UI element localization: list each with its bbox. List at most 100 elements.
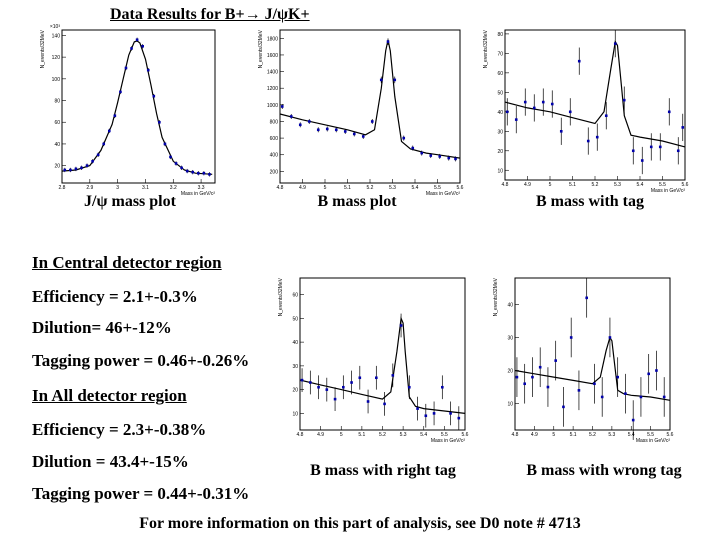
y-tick-label: 10 bbox=[507, 402, 513, 408]
y-axis-label: N_events/32MeV bbox=[258, 29, 264, 68]
y-tick-label: 60 bbox=[54, 120, 60, 126]
data-point bbox=[361, 135, 365, 138]
data-point bbox=[449, 412, 452, 415]
data-point bbox=[424, 414, 428, 418]
x-tick-label: 3.3 bbox=[198, 185, 205, 191]
data-point bbox=[152, 94, 156, 98]
slide-title: Data Results for B+→ J/ψK+ bbox=[110, 6, 310, 23]
x-tick-label: 5.5 bbox=[647, 432, 654, 438]
data-point bbox=[585, 296, 588, 300]
plot-caption: J/ψ mass plot bbox=[84, 193, 176, 210]
data-point bbox=[386, 40, 390, 43]
x-tick-label: 5 bbox=[340, 432, 343, 438]
data-point bbox=[647, 372, 650, 376]
x-tick-label: 4.8 bbox=[297, 432, 304, 438]
data-point bbox=[180, 166, 183, 170]
data-point bbox=[416, 407, 419, 410]
data-point bbox=[383, 402, 386, 406]
data-point bbox=[662, 395, 666, 399]
data-point bbox=[333, 397, 337, 401]
x-tick-label: 5.5 bbox=[434, 185, 441, 191]
data-point bbox=[622, 98, 626, 102]
data-point bbox=[454, 157, 457, 161]
x-tick-label: 4.9 bbox=[524, 182, 531, 188]
data-point bbox=[667, 110, 671, 114]
plot-caption: B mass with right tag bbox=[310, 462, 456, 479]
data-point bbox=[681, 126, 685, 129]
data-point bbox=[523, 100, 527, 104]
data-point bbox=[141, 44, 144, 48]
plot-frame bbox=[514, 277, 671, 431]
data-point bbox=[554, 359, 557, 362]
x-tick-label: 4.8 bbox=[512, 432, 519, 438]
x-tick-label: 3.2 bbox=[170, 185, 177, 191]
y-tick-label: 80 bbox=[497, 32, 503, 38]
data-point bbox=[375, 376, 378, 380]
fit-curve bbox=[514, 336, 671, 401]
x-tick-label: 5.4 bbox=[420, 432, 427, 438]
data-point bbox=[441, 385, 444, 389]
y-tick-label: 30 bbox=[497, 129, 503, 135]
data-point bbox=[604, 114, 608, 118]
x-tick-label: 2.9 bbox=[86, 185, 93, 191]
data-point bbox=[616, 375, 619, 379]
y-tick-label: 20 bbox=[497, 149, 503, 155]
x-tick-label: 4.9 bbox=[317, 432, 324, 438]
data-point bbox=[169, 155, 172, 159]
data-point bbox=[366, 400, 370, 403]
y-axis-label: N_events/32MeV bbox=[493, 277, 499, 316]
x-axis-label: Mass in GeV/c² bbox=[431, 438, 466, 444]
y-tick-label: 30 bbox=[292, 364, 298, 370]
plot-frame bbox=[299, 277, 466, 431]
x-tick-label: 5 bbox=[324, 185, 327, 191]
plot-caption: B mass with wrong tag bbox=[526, 462, 682, 479]
data-point bbox=[402, 136, 406, 140]
data-point bbox=[119, 90, 122, 94]
y-tick-label: 600 bbox=[270, 136, 279, 142]
data-point bbox=[631, 149, 635, 153]
x-tick-label: 5.2 bbox=[589, 432, 596, 438]
x-tick-label: 3 bbox=[116, 185, 119, 191]
data-point bbox=[559, 129, 563, 133]
data-point bbox=[370, 120, 374, 123]
data-point bbox=[309, 381, 312, 384]
y-tick-label: 50 bbox=[292, 316, 298, 322]
footer: For more information on this part of ana… bbox=[139, 515, 581, 532]
fit-curve bbox=[504, 39, 686, 148]
data-point bbox=[391, 374, 395, 377]
section-heading: In All detector region bbox=[32, 386, 187, 405]
data-point bbox=[300, 378, 304, 382]
x-tick-label: 5 bbox=[552, 432, 555, 438]
data-point bbox=[411, 146, 415, 150]
y-tick-label: 140 bbox=[52, 33, 61, 39]
data-point bbox=[546, 385, 550, 389]
data-point bbox=[639, 395, 643, 399]
x-axis-label: Mass in GeV/c² bbox=[181, 191, 216, 197]
data-point bbox=[316, 128, 320, 132]
x-tick-label: 5.1 bbox=[344, 185, 351, 191]
data-point bbox=[608, 336, 612, 339]
data-point bbox=[130, 47, 133, 50]
data-point bbox=[91, 159, 94, 163]
data-point bbox=[505, 110, 509, 114]
x-tick-label: 3.1 bbox=[142, 185, 149, 191]
y-axis-label: N_events/32MeV bbox=[483, 29, 489, 68]
data-point bbox=[280, 105, 284, 108]
data-point bbox=[334, 128, 338, 132]
y-tick-label: 1000 bbox=[267, 103, 278, 109]
data-point bbox=[208, 173, 211, 176]
data-point bbox=[550, 102, 554, 106]
data-point bbox=[595, 135, 599, 139]
data-point bbox=[577, 389, 581, 392]
x-tick-label: 5.3 bbox=[608, 432, 615, 438]
x-tick-label: 5.3 bbox=[389, 185, 396, 191]
data-point bbox=[568, 110, 572, 114]
result-line: Efficiency = 2.1+-0.3% bbox=[32, 287, 198, 306]
data-point bbox=[163, 142, 167, 146]
fit-curve bbox=[61, 40, 213, 175]
y-tick-label: 1400 bbox=[267, 70, 278, 76]
data-point bbox=[515, 375, 519, 379]
data-point bbox=[96, 153, 100, 157]
data-point bbox=[85, 164, 89, 167]
